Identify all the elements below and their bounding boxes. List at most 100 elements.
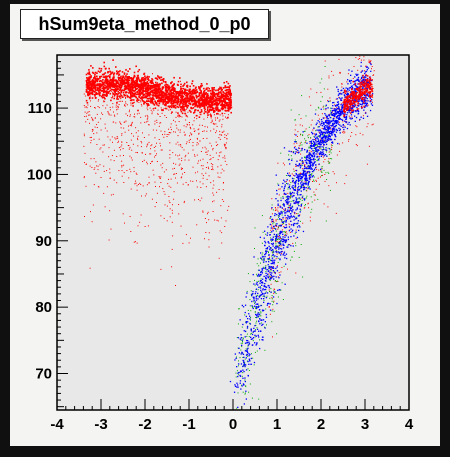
data-point [354,89,356,91]
data-point [304,138,306,140]
data-point [345,87,347,89]
data-point [279,236,281,238]
data-point [313,194,315,196]
data-point [114,115,116,117]
data-point [282,238,284,240]
data-point [265,250,267,251]
data-point [326,132,328,134]
data-point [333,133,336,136]
data-point [295,165,297,167]
data-point [265,297,268,299]
data-point [339,112,341,114]
data-point [327,128,329,130]
data-point [107,71,109,73]
data-point [310,144,312,146]
data-point [336,117,338,119]
data-point [261,284,263,286]
data-point [265,272,267,274]
data-point [318,129,320,131]
data-point [83,176,85,178]
data-point [148,76,150,78]
data-point [300,205,302,207]
data-point [274,247,276,249]
data-point [165,86,167,89]
data-point [275,276,277,278]
data-point [338,96,340,98]
data-point [309,152,311,154]
data-point [363,93,365,96]
data-point [266,273,269,275]
data-point [296,217,298,219]
data-point [298,185,300,188]
data-point [357,83,359,85]
data-point [170,104,173,106]
data-point [159,99,162,101]
data-point [248,363,250,365]
data-point [109,70,111,73]
data-point [274,272,276,274]
data-point [318,131,320,133]
data-point [145,153,146,155]
data-point [329,119,331,122]
data-point [278,212,280,214]
data-point [213,200,215,202]
data-point [93,158,95,160]
data-point [135,172,137,174]
data-point [297,203,299,205]
data-point [259,313,261,315]
data-point [130,123,132,125]
data-point [137,84,140,87]
data-point [298,114,300,116]
data-point [91,92,94,95]
data-point [143,159,145,161]
data-point [363,59,365,61]
data-point [89,86,91,88]
data-point [270,283,272,285]
data-point [171,87,174,90]
data-point [334,114,336,116]
data-point [336,116,338,118]
data-point [281,212,283,214]
data-point [299,208,301,210]
data-point [295,245,297,247]
data-point [212,157,214,158]
data-point [283,226,286,229]
data-point [305,178,307,180]
data-point [238,363,240,365]
data-point [288,216,291,218]
data-point [309,145,312,147]
data-point [117,80,119,82]
data-point [293,147,296,149]
data-point [288,150,290,152]
data-point [366,115,369,117]
data-point [98,93,101,96]
data-point [315,194,316,196]
data-point [163,171,165,173]
data-point [339,71,341,73]
data-point [124,121,126,123]
data-point [258,312,260,313]
data-point [288,206,290,208]
data-point [283,226,285,227]
data-point [297,179,299,182]
data-point [308,178,311,180]
data-point [151,113,153,115]
data-point [124,94,126,97]
data-point [259,282,261,284]
data-point [270,224,272,226]
data-point [281,240,283,243]
data-point [152,129,154,131]
data-point [208,219,210,221]
data-point [116,96,119,98]
data-point [356,145,358,147]
data-point [246,335,248,337]
data-point [100,68,103,70]
data-point [331,114,334,116]
data-point [315,188,317,190]
data-point [140,101,142,103]
data-point [304,181,306,183]
data-point [135,80,136,82]
data-point [260,311,262,313]
data-point [160,130,162,132]
data-point [267,264,269,266]
